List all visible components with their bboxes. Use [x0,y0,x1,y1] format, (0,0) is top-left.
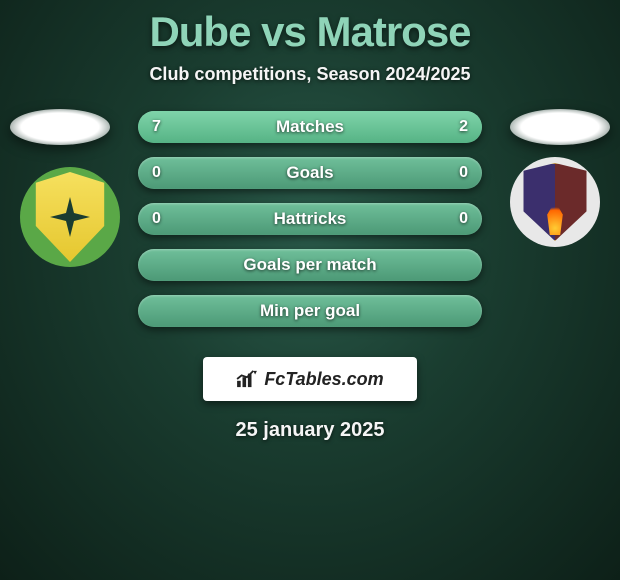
stat-bar: 72Matches [138,111,482,143]
stat-bar: Min per goal [138,295,482,327]
branding-badge: FcTables.com [203,357,417,401]
stat-label: Hattricks [138,203,482,235]
stat-bar: Goals per match [138,249,482,281]
team-badge-left [20,167,120,267]
subtitle: Club competitions, Season 2024/2025 [0,64,620,85]
chart-icon [236,370,258,388]
snapshot-date: 25 january 2025 [0,419,620,442]
player-photo-left-placeholder [10,109,110,145]
stat-label: Min per goal [138,295,482,327]
comparison-panel: 72Matches 00Goals 00Hattricks Goals per mat… [0,109,620,349]
stat-bar: 00Hattricks [138,203,482,235]
page-title: Dube vs Matrose [0,0,620,56]
stat-label: Matches [138,111,482,143]
stat-label: Goals per match [138,249,482,281]
team-badge-right [510,157,600,247]
stat-label: Goals [138,157,482,189]
branding-text: FcTables.com [264,369,383,390]
team-crest-right-icon [520,163,590,241]
team-crest-left-icon [32,172,108,262]
stat-bar: 00Goals [138,157,482,189]
stat-bars: 72Matches 00Goals 00Hattricks Goals per mat… [138,109,482,327]
player-photo-right-placeholder [510,109,610,145]
